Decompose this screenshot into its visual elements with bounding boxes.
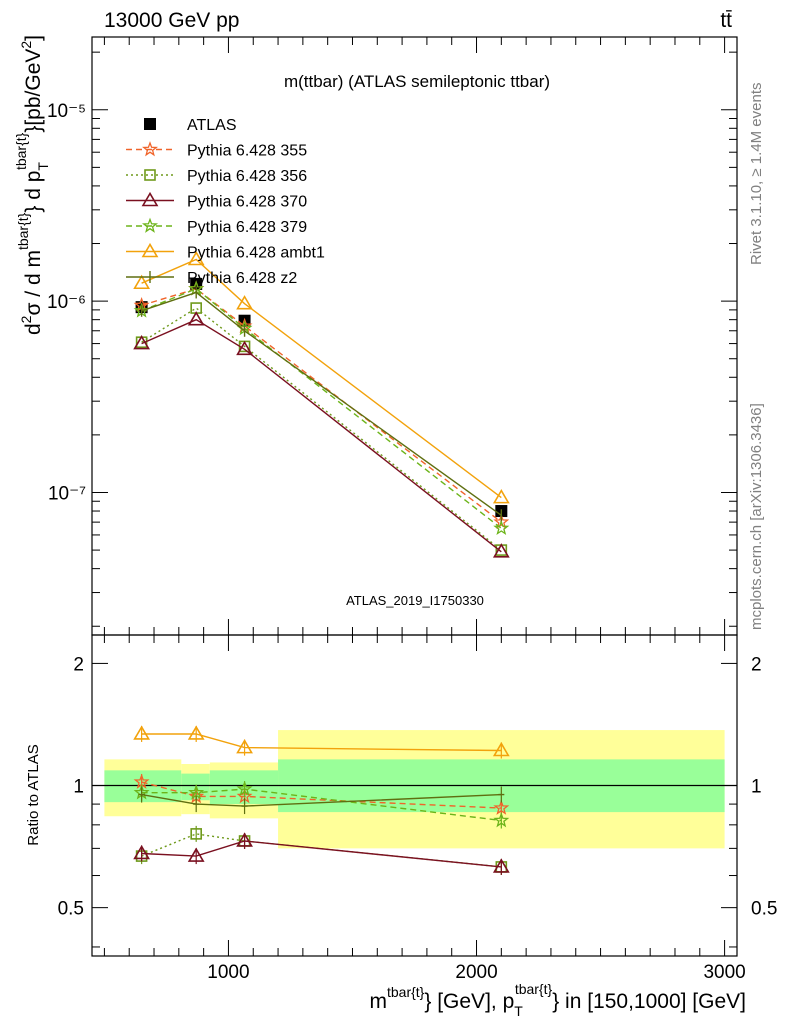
legend-marker — [144, 118, 156, 130]
ratio-point — [492, 858, 510, 873]
y-tick-label: 10⁻⁶ — [47, 292, 86, 313]
legend-marker — [141, 191, 159, 207]
legend-marker — [142, 141, 158, 157]
ratio-frame — [91, 634, 738, 957]
ratio-y-tick-label-right: 0.5 — [751, 899, 777, 920]
ratio-point — [492, 741, 510, 757]
ratio-point — [236, 739, 253, 754]
x-tick-label: 3000 — [703, 962, 745, 983]
data-point — [187, 311, 205, 326]
ratio-panel: 0.5 0.5 1 1 2 2 1000 2000 3000 — [58, 634, 777, 983]
series-line — [141, 287, 502, 529]
ratio-point — [187, 725, 205, 740]
header-right: tt̄ — [720, 9, 732, 32]
series-line — [141, 318, 502, 553]
legend-label: Pythia 6.428 379 — [187, 219, 307, 236]
ratio-line — [141, 793, 502, 807]
data-point — [493, 519, 510, 536]
ratio-y-tick-label: 0.5 — [58, 899, 84, 920]
legend-entry: Pythia 6.428 379 — [126, 217, 307, 236]
data-point — [236, 295, 253, 310]
watermark: ATLAS_2019_I1750330 — [346, 593, 484, 608]
series-2 — [135, 302, 508, 556]
ratio-point — [188, 784, 205, 800]
ratio-series-3 — [133, 780, 510, 829]
ratio-line — [141, 781, 502, 809]
ratio-series-2 — [133, 832, 510, 875]
series-line — [141, 291, 502, 516]
main-ylabel: d2σ / d mtbar{t}} d pTtbar{t}}[pb/GeV2] — [13, 35, 51, 335]
series-5 — [133, 250, 510, 504]
x-tick-label: 2000 — [455, 962, 497, 983]
ratio-y-tick-label: 1 — [73, 777, 84, 798]
main-panel: 10⁻⁷ 10⁻⁶ 10⁻⁵ m(ttbar) (ATLAS semileptonic… — [47, 36, 738, 636]
legend-marker — [144, 169, 156, 181]
rivet-note: Rivet 3.1.10, ≥ 1.4M events — [748, 83, 765, 266]
y-tick-label: 10⁻⁵ — [47, 101, 86, 122]
ratio-point — [236, 832, 253, 847]
ratio-point — [190, 828, 202, 840]
x-axis-label: mtbar{t}} [GeV], pTtbar{t}} in [150,1000… — [369, 981, 746, 1019]
legend-label: Pythia 6.428 ambt1 — [187, 245, 325, 262]
series-6 — [140, 286, 503, 522]
legend-entry: Pythia 6.428 z2 — [126, 270, 297, 287]
ratio-series-4 — [133, 725, 510, 759]
ratio-ylabel: Ratio to ATLAS — [25, 744, 42, 845]
series-line — [141, 288, 502, 523]
svg-text:d2σ / d mtbar{t}} d pTtbar{t}}: d2σ / d mtbar{t}} d pTtbar{t}}[pb/GeV2] — [13, 35, 51, 335]
series-1 — [133, 280, 510, 529]
legend-marker — [141, 242, 159, 258]
series-line — [141, 307, 502, 551]
ratio-y-tick-label: 2 — [73, 654, 84, 675]
ratio-point — [493, 812, 510, 828]
legend-entry: Pythia 6.428 ambt1 — [126, 242, 325, 262]
ratio-point — [236, 780, 253, 796]
series-3 — [133, 311, 510, 558]
data-point — [492, 489, 510, 504]
legend-label: Pythia 6.428 356 — [187, 168, 307, 185]
legend-marker — [142, 217, 158, 233]
legend-entry: Pythia 6.428 356 — [126, 168, 307, 185]
ratio-point — [133, 844, 151, 860]
data-point — [187, 250, 205, 266]
ratio-line — [141, 733, 502, 752]
legend: ATLAS Pythia 6.428 355 Pythia 6.428 356 Pyt… — [126, 117, 325, 287]
header-left: 13000 GeV pp — [104, 9, 239, 32]
data-point — [236, 340, 253, 356]
ratio-series-5 — [138, 786, 505, 815]
series-line — [141, 258, 502, 499]
ratio-point — [133, 725, 151, 740]
legend-entry: ATLAS — [144, 117, 237, 134]
chart-title: m(ttbar) (ATLAS semileptonic ttbar) — [284, 72, 550, 91]
ratio-line — [141, 840, 502, 868]
legend-label: Pythia 6.428 355 — [187, 143, 307, 160]
data-point — [492, 543, 510, 558]
x-tick-label: 1000 — [207, 962, 249, 983]
legend-entry: Pythia 6.428 370 — [126, 191, 307, 211]
ratio-y-tick-label-right: 2 — [751, 654, 762, 675]
data-point — [493, 513, 510, 529]
legend-entry: Pythia 6.428 355 — [126, 141, 307, 160]
data-point — [133, 334, 151, 350]
legend-label: Pythia 6.428 370 — [187, 194, 307, 211]
ratio-y-tick-label-right: 1 — [751, 777, 762, 798]
legend-label: ATLAS — [187, 117, 237, 134]
uncertainty-band-inner — [209, 770, 279, 805]
mcplots-note: mcplots.cern.ch [arXiv:1306.3436] — [748, 403, 765, 630]
ratio-line — [141, 788, 502, 822]
data-point — [133, 274, 151, 290]
svg-text:mtbar{t}} [GeV], pTtbar{t}} in: mtbar{t}} [GeV], pTtbar{t}} in [150,1000… — [369, 981, 746, 1019]
legend-label: Pythia 6.428 z2 — [187, 270, 297, 287]
y-tick-label: 10⁻⁷ — [48, 483, 86, 504]
ratio-point — [493, 799, 510, 815]
ratio-point — [187, 847, 205, 862]
